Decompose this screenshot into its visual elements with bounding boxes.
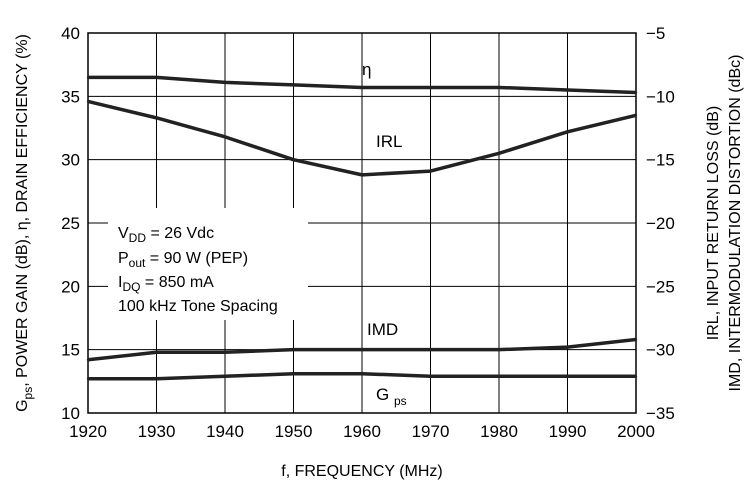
y-tick-label-right: −20: [646, 214, 675, 233]
data-point-eta: [223, 81, 227, 84]
data-point-eta: [634, 91, 638, 94]
condition-vdd: VDD = 26 Vdc: [118, 225, 214, 245]
data-point-irl: [429, 169, 432, 173]
data-point-eta: [292, 83, 295, 87]
data-point-eta: [155, 76, 158, 79]
y-axis-title-left: Gps, POWER GAIN (dB), η, DRAIN EFFICIENC…: [14, 34, 35, 412]
y-tick-label-left: 15: [61, 341, 80, 360]
x-tick-label: 1940: [206, 422, 244, 441]
series-label-eta: η: [362, 60, 371, 79]
conditions-box-background: [108, 208, 308, 320]
condition-idq: IDQ = 850 mA: [118, 274, 214, 294]
data-point-imd: [360, 348, 364, 351]
x-tick-label: 1980: [480, 422, 518, 441]
data-point-imd: [223, 351, 227, 354]
x-tick-label: 1920: [69, 422, 107, 441]
data-point-irl: [155, 116, 158, 120]
data-point-eta: [497, 86, 501, 89]
conditions-box: VDD = 26 Vdc Pout = 90 W (PEP) IDQ = 850…: [108, 208, 308, 320]
y-tick-label-right: −35: [646, 404, 675, 423]
data-point-gps: [360, 372, 364, 375]
data-point-eta: [360, 86, 364, 89]
condition-pout: Pout = 90 W (PEP): [118, 250, 248, 270]
y-tick-label-left: 10: [61, 404, 80, 423]
y-tick-label-right: −30: [646, 341, 675, 360]
y-tick-label-left: 35: [61, 87, 80, 106]
y-tick-label-left: 30: [61, 151, 80, 170]
data-point-gps: [429, 375, 432, 378]
y-axis-title-right-1: IRL, INPUT RETURN LOSS (dB): [705, 106, 722, 340]
y-tick-label-right: −25: [646, 277, 675, 296]
series-label-imd: IMD: [367, 320, 398, 339]
y-tick-label-right: −10: [646, 87, 675, 106]
data-point-imd: [634, 338, 638, 341]
x-tick-label: 2000: [617, 422, 655, 441]
data-point-irl: [634, 114, 638, 117]
data-point-gps: [86, 377, 90, 380]
data-point-imd: [566, 345, 569, 349]
x-tick-label: 1950: [275, 422, 313, 441]
series-lines: [86, 75, 638, 381]
data-point-eta: [429, 86, 432, 89]
data-point-irl: [360, 173, 364, 177]
data-point-irl: [223, 135, 227, 139]
data-point-gps: [634, 375, 638, 378]
data-point-imd: [429, 348, 432, 351]
data-point-irl: [86, 100, 90, 103]
plot-frame: [87, 32, 637, 414]
x-tick-label: 1930: [138, 422, 176, 441]
data-point-gps: [497, 375, 501, 378]
x-tick-label: 1990: [549, 422, 587, 441]
y-axis-title-right-2: IMD, INTERMODULATION DISTORTION (dBc): [727, 55, 744, 392]
data-point-eta: [86, 76, 90, 79]
data-point-imd: [86, 358, 90, 361]
y-tick-label-right: −15: [646, 151, 675, 170]
data-point-imd: [497, 348, 501, 351]
data-point-gps: [566, 375, 569, 378]
y-tick-label-left: 25: [61, 214, 80, 233]
data-point-imd: [292, 348, 295, 351]
series-label-irl: IRL: [376, 132, 402, 151]
grid: [88, 33, 636, 413]
y-tick-label-right: −5: [646, 24, 665, 43]
y-tick-label-left: 40: [61, 24, 80, 43]
x-tick-label: 1960: [343, 422, 381, 441]
data-point-eta: [566, 88, 569, 92]
data-point-irl: [292, 158, 295, 161]
data-point-gps: [155, 377, 158, 380]
series-label-gps: G ps: [376, 385, 407, 408]
x-tick-label: 1970: [412, 422, 450, 441]
data-point-irl: [566, 130, 569, 133]
tick-labels: 1920 1930 1940 1950 1960 1970 1980 1990 2000 10 −3…: [61, 24, 675, 441]
data-point-gps: [223, 375, 227, 378]
condition-tone-spacing: 100 kHz Tone Spacing: [118, 298, 278, 315]
y-tick-label-left: 20: [61, 277, 80, 296]
data-point-imd: [155, 351, 158, 354]
data-point-irl: [497, 152, 501, 155]
x-axis-title: f, FREQUENCY (MHz): [281, 463, 442, 480]
data-point-gps: [292, 372, 295, 375]
